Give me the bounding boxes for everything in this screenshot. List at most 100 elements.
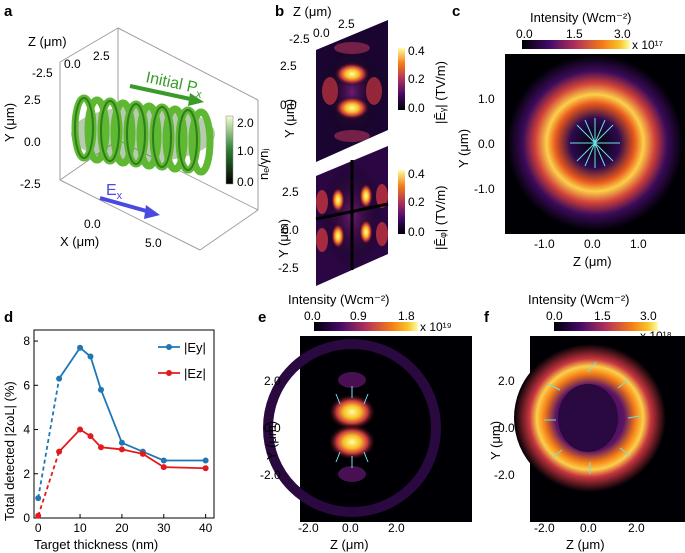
panel-c-y-tick-1: 0.0 xyxy=(478,137,495,151)
panel-e-title: Intensity (Wcm⁻²) xyxy=(288,292,389,307)
panel-c-colorbar xyxy=(522,40,630,49)
panel-a-label: a xyxy=(4,3,13,20)
panel-e: e Intensity (Wcm⁻²) 0.0 0.9 1.8 x 10¹⁹ Y… xyxy=(258,292,472,552)
panel-f-cbar-tick-2: 3.0 xyxy=(640,309,657,323)
panel-c-label: c xyxy=(452,3,460,20)
panel-f-y-tick-1: 0.0 xyxy=(498,421,515,435)
data-point xyxy=(87,353,94,360)
panel-c-y-tick-0: 1.0 xyxy=(478,92,495,106)
x-tick-label: 20 xyxy=(115,521,129,535)
panel-e-lower-lobe xyxy=(328,424,376,460)
panel-f-y-tick-0: 2.0 xyxy=(498,374,515,388)
x-tick-group: 0 10 20 30 40 xyxy=(35,514,213,535)
panel-f-cbar-tick-0: 0.0 xyxy=(546,309,563,323)
data-point xyxy=(56,375,63,382)
legend-label-ey: |Ey| xyxy=(184,340,206,355)
plot-frame xyxy=(33,329,215,519)
panel-e-y-axis: Y (μm) xyxy=(264,421,279,460)
panel-b-cbar-top xyxy=(398,48,405,110)
data-point xyxy=(202,457,209,464)
panel-f-x-tick-0: -2.0 xyxy=(534,521,555,535)
panel-a-y-tick-1: 0.0 xyxy=(24,135,41,149)
data-point xyxy=(56,448,63,455)
panel-b-cbar-bottom-label: |Ēᵩ| (TV/m) xyxy=(433,186,448,250)
data-point xyxy=(97,386,104,393)
panel-f-y-tick-2: -2.0 xyxy=(494,468,515,482)
panel-e-y-tick-0: 2.0 xyxy=(264,374,281,388)
panel-c-x-tick-0: -1.0 xyxy=(534,237,555,251)
panel-c-title: Intensity (Wcm⁻²) xyxy=(530,10,631,25)
series-line xyxy=(58,428,206,470)
data-point xyxy=(77,344,84,351)
panel-c-cbar-tick-0: 0.0 xyxy=(516,27,533,41)
panel-c-y-axis: Y (μm) xyxy=(456,129,471,168)
panel-c-x-axis: Z (μm) xyxy=(573,254,612,269)
data-point xyxy=(139,450,146,457)
panel-f-field-arrows xyxy=(544,361,641,474)
panel-b-y-tick-bottom-1: 0.0 xyxy=(282,223,299,237)
panel-e-cbar-tick-0: 0.0 xyxy=(304,309,321,323)
data-point xyxy=(77,426,84,433)
legend: |Ey| |Ez| xyxy=(158,340,206,381)
y-tick-label: 8 xyxy=(23,334,30,348)
panel-b-z-axis: Z (μm) xyxy=(293,4,332,19)
legend-marker-ey xyxy=(166,344,172,350)
panel-e-colorbar xyxy=(314,322,418,331)
panel-f: f Intensity (Wcm⁻²) 0.0 1.5 3.0 x 10¹⁸ Y… xyxy=(484,292,685,552)
panel-b-z-tick-2: 2.5 xyxy=(338,17,355,31)
data-point xyxy=(87,433,94,440)
series-group xyxy=(35,344,209,519)
panel-c-x-tick-2: 1.0 xyxy=(630,237,647,251)
panel-c-cbar-tick-2: 3.0 xyxy=(614,27,631,41)
panel-f-x-tick-2: 2.0 xyxy=(628,521,645,535)
panel-b-y-tick-bottom-2: -2.5 xyxy=(278,261,299,275)
legend-label-ez: |Ez| xyxy=(184,366,206,381)
data-point xyxy=(118,446,125,453)
panel-e-cbar-tick-2: 1.8 xyxy=(398,309,415,323)
panel-f-ring-hole xyxy=(558,384,618,452)
series-dashed-segment xyxy=(37,451,60,517)
y-tick-label: 4 xyxy=(23,423,30,437)
ez-map xyxy=(315,146,389,286)
panel-a-z-axis: Z (μm) xyxy=(28,34,67,49)
ex-text: Ex xyxy=(106,182,123,202)
panel-b-cbar-bottom-tick-0: 0.4 xyxy=(408,167,425,181)
panel-b-y-axis-bottom: Y (μm) xyxy=(276,219,291,258)
panel-e-x-tick-2: 2.0 xyxy=(388,521,405,535)
data-point xyxy=(160,464,167,471)
panel-e-map xyxy=(300,336,472,522)
panel-d: d 0 2 4 6 8 0 10 20 30 40 Total detected |2ωL| (… xyxy=(2,309,215,552)
panel-a-cbar-label: nₑ/γnⱼ xyxy=(256,148,271,180)
panel-c-y-tick-2: -1.0 xyxy=(474,182,495,196)
data-point xyxy=(160,457,167,464)
panel-e-x-tick-1: 0.0 xyxy=(342,521,359,535)
panel-a-cbar-tick-1: 1.0 xyxy=(237,144,254,158)
legend-marker-ez xyxy=(166,370,172,376)
panel-c-x-tick-1: 0.0 xyxy=(584,237,601,251)
y-tick-label: 0 xyxy=(23,511,30,525)
x-tick-label: 40 xyxy=(199,521,213,535)
panel-f-y-axis: Y (μm) xyxy=(488,421,503,460)
panel-a-z-tick-0: -2.5 xyxy=(32,66,53,80)
panel-f-cbar-tick-1: 1.5 xyxy=(594,309,611,323)
initial-px-arrow xyxy=(129,84,204,106)
panel-f-label: f xyxy=(484,309,490,326)
panel-e-cbar-tick-1: 0.9 xyxy=(350,309,367,323)
panel-c-cbar-tick-1: 1.5 xyxy=(566,27,583,41)
panel-b-label: b xyxy=(275,3,284,20)
panel-e-field-arrows xyxy=(335,386,369,468)
panel-a-x-tick-1: 5.0 xyxy=(145,236,162,250)
data-point xyxy=(35,495,42,502)
panel-a-colorbar xyxy=(225,115,234,185)
panel-e-halo xyxy=(263,339,441,517)
panel-b-z-tick-1: 0.0 xyxy=(313,26,330,40)
y-tick-label: 2 xyxy=(23,467,30,481)
panel-b-y-tick-top-0: 2.5 xyxy=(280,59,297,73)
panel-f-x-tick-1: 0.0 xyxy=(580,521,597,535)
panel-e-label: e xyxy=(258,309,266,326)
panel-a-z-tick-1: 0.0 xyxy=(64,57,81,71)
panel-c-field-arrows xyxy=(570,118,620,168)
panel-f-title: Intensity (Wcm⁻²) xyxy=(528,292,629,307)
x-tick-label: 0 xyxy=(35,521,42,535)
panel-a-z-tick-2: 2.5 xyxy=(93,49,110,63)
